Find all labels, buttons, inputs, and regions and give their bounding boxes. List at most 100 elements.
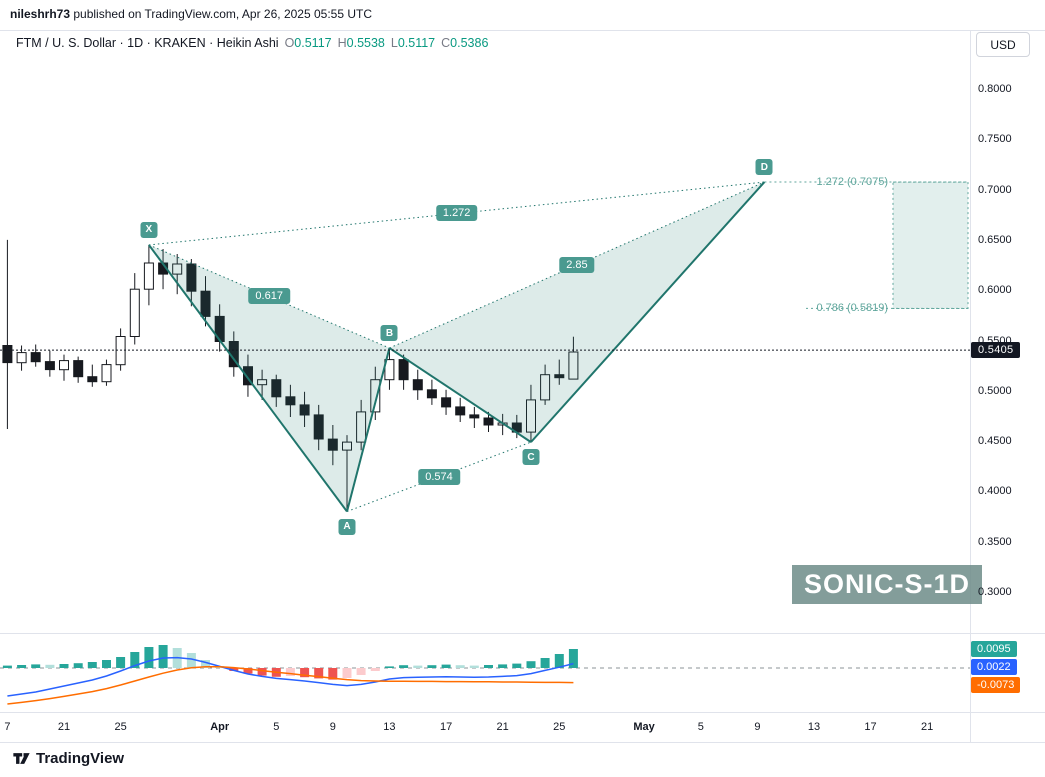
pattern-point-d: D [755, 159, 773, 176]
macd-histogram-bar [427, 665, 437, 668]
pattern-ratio-line [389, 181, 765, 349]
time-axis-label: 9 [329, 721, 336, 733]
macd-histogram-bar [285, 668, 295, 676]
macd-histogram-bar [512, 663, 522, 668]
last-price-badge: 0.5405 [971, 342, 1021, 358]
candle-body [186, 263, 197, 292]
tradingview-logo-icon [13, 753, 30, 764]
prz-level-label: 1.272 (0.7075) [816, 176, 888, 189]
macd-histogram-bar [102, 660, 111, 668]
prz-level-label: 0.786 (0.5819) [816, 302, 888, 315]
ohlc-low-key: L [390, 36, 398, 50]
macd-histogram-bar [526, 661, 536, 668]
price-axis-label: 0.7500 [978, 133, 1012, 146]
pattern-fill [148, 244, 390, 512]
pattern-ratio-badge: 0.574 [418, 468, 460, 485]
price-axis-label: 0.8000 [978, 83, 1012, 95]
ohlc-open-value: 0.5117 [294, 36, 332, 50]
macd-histogram-bar [370, 668, 380, 671]
pattern-leg [148, 244, 348, 513]
candle-body [243, 366, 253, 386]
pattern-ratio-badge: 2.85 [559, 257, 595, 274]
macd-histogram-bar [498, 664, 508, 668]
frame-bottom-border [0, 742, 1045, 743]
price-axis-separator [970, 30, 971, 742]
macd-histogram-bar [130, 652, 140, 668]
macd-histogram-bar [31, 664, 41, 668]
time-axis-label: 7 [4, 721, 11, 733]
candle-body [540, 374, 551, 401]
price-axis-label: 0.5500 [978, 334, 1012, 347]
macd-histogram-bar [144, 647, 154, 668]
pattern-point-a: A [338, 518, 356, 535]
price-axis-label: 0.5000 [978, 384, 1012, 397]
currency-button[interactable]: USD [976, 32, 1030, 57]
candle-body [426, 389, 437, 399]
candle-body [101, 364, 112, 383]
macd-histogram-bar [73, 663, 83, 668]
time-axis-label: 13 [807, 721, 821, 733]
macd-histogram-bar [314, 668, 324, 679]
macd-histogram-bar [158, 645, 168, 668]
chart-header: FTM / U. S. Dollar · 1D · KRAKEN · Heiki… [16, 36, 488, 50]
macd-histogram-bar [399, 665, 409, 668]
candle-body [2, 345, 13, 364]
time-axis-label: 5 [273, 721, 280, 733]
ohlc-close-value: 0.5386 [450, 36, 489, 50]
candle-body [73, 360, 84, 378]
price-axis-label: 0.4000 [978, 485, 1012, 498]
macd-histogram-bar [356, 668, 366, 675]
candle-body [271, 379, 282, 398]
price-axis-label: 0.3500 [978, 535, 1012, 548]
candle-body [143, 262, 154, 290]
candle-body [44, 361, 55, 371]
macd-histogram-bar [243, 668, 253, 674]
candle-body [200, 290, 211, 317]
macd-histogram-bar [59, 664, 69, 668]
pattern-point-b: B [380, 325, 398, 342]
price-axis-label: 0.4500 [978, 435, 1012, 448]
macd-histogram-bar [186, 653, 196, 668]
candle-body [469, 414, 480, 419]
macd-histogram-bar [300, 668, 310, 678]
price-axis-label: 0.3000 [978, 586, 1012, 598]
indicator-value-badge: -0.0073 [971, 677, 1021, 693]
macd-histogram-bar [257, 668, 267, 676]
candle-body [299, 404, 310, 416]
macd-histogram-bar [201, 660, 210, 668]
candle-body [483, 417, 494, 426]
macd-histogram-bar [455, 665, 465, 668]
candle-body [172, 263, 183, 275]
time-axis-separator [0, 712, 1045, 713]
time-axis-label: 5 [697, 721, 704, 733]
candle-body [342, 441, 352, 451]
candle-body [526, 399, 536, 433]
time-axis-label: 17 [864, 721, 877, 733]
macd-histogram-bar [413, 665, 423, 668]
macd-histogram-bar [554, 654, 564, 668]
candle-body [30, 352, 41, 363]
macd-histogram-bar [229, 668, 239, 671]
macd-histogram-bar [484, 665, 493, 668]
publication-text: published on TradingView.com, Apr 26, 20… [70, 7, 372, 21]
ohlc-high-key: H [337, 36, 347, 50]
tradingview-logo-text: TradingView [36, 750, 125, 767]
macd-histogram-bar [469, 665, 479, 668]
frame-top-border [0, 30, 1045, 31]
indicator-value-badge: 0.0095 [971, 641, 1017, 657]
macd-line [7, 656, 574, 697]
pattern-leg [530, 181, 766, 443]
tradingview-logo[interactable]: TradingView [12, 749, 124, 768]
candle-body [257, 379, 268, 386]
candle-body [441, 397, 452, 408]
macd-histogram-bar [2, 665, 12, 668]
time-axis-label: 21 [920, 721, 934, 733]
pattern-point-x: X [140, 221, 158, 238]
price-axis-label: 0.6500 [978, 233, 1012, 246]
ohlc-close-key: C [441, 36, 451, 50]
ohlc-values: O0.5117 H0.5538 L0.5117 C0.5386 [279, 36, 489, 50]
pane-separator [0, 633, 1045, 634]
candle-body [568, 351, 579, 380]
